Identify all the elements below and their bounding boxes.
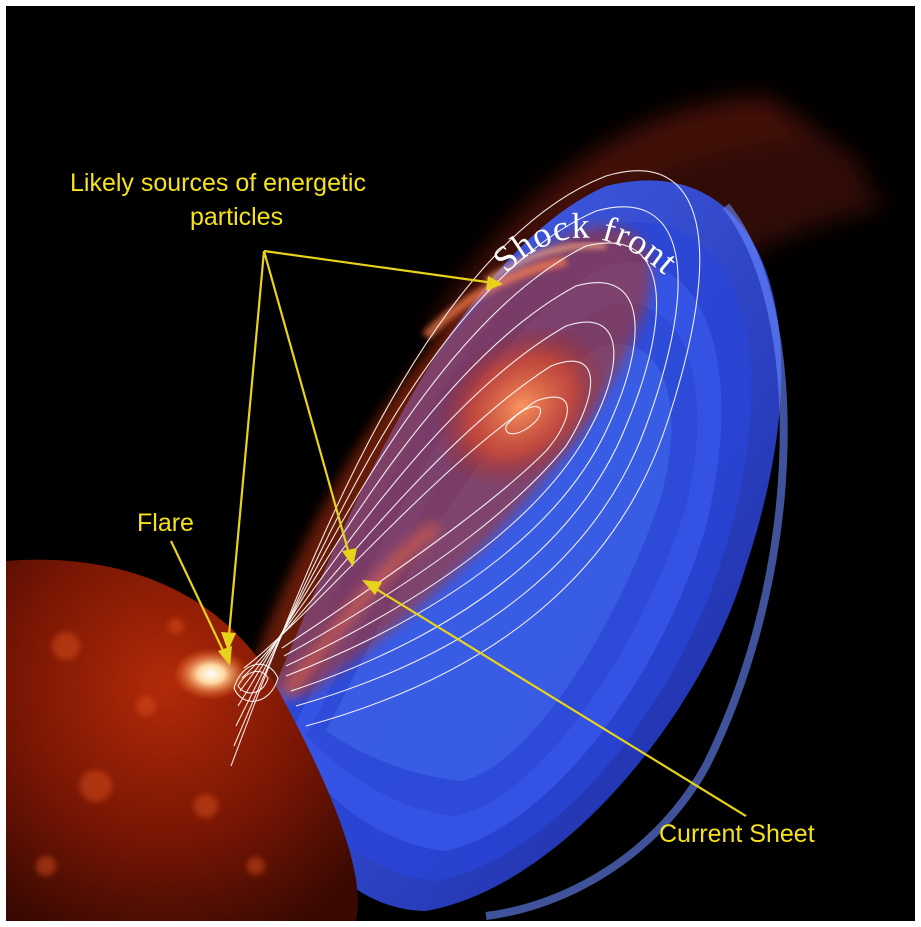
- label-current-sheet: Current Sheet: [659, 820, 815, 848]
- arrow-flare: [170, 540, 229, 662]
- arrow-to-flare-region: [226, 250, 266, 647]
- arrowhead-shock-front: [486, 276, 503, 291]
- cme-red-structure: [246, 226, 652, 701]
- sun-limb: [6, 559, 358, 921]
- diagram-canvas: Shock front Likely sources of energetic …: [6, 6, 915, 921]
- magnetic-field-lines: [230, 170, 701, 767]
- arrow-current-sheet: [367, 583, 747, 817]
- flare-glow: [173, 648, 249, 700]
- arrow-to-shock-front: [263, 249, 502, 286]
- label-sources-line2: particles: [190, 203, 283, 231]
- label-sources-line1: Likely sources of energetic: [70, 169, 366, 197]
- cme-diagram: Shock front Likely sources of energetic …: [6, 96, 886, 921]
- annotation-arrows: [170, 249, 747, 817]
- arrowhead-current-sheet: [342, 548, 357, 567]
- arrowhead-flare-region: [221, 632, 236, 651]
- arrowhead-current-sheet-2: [362, 580, 382, 595]
- label-flare: Flare: [137, 509, 194, 537]
- arrowhead-flare: [218, 646, 232, 666]
- arrow-to-current-sheet: [262, 250, 353, 562]
